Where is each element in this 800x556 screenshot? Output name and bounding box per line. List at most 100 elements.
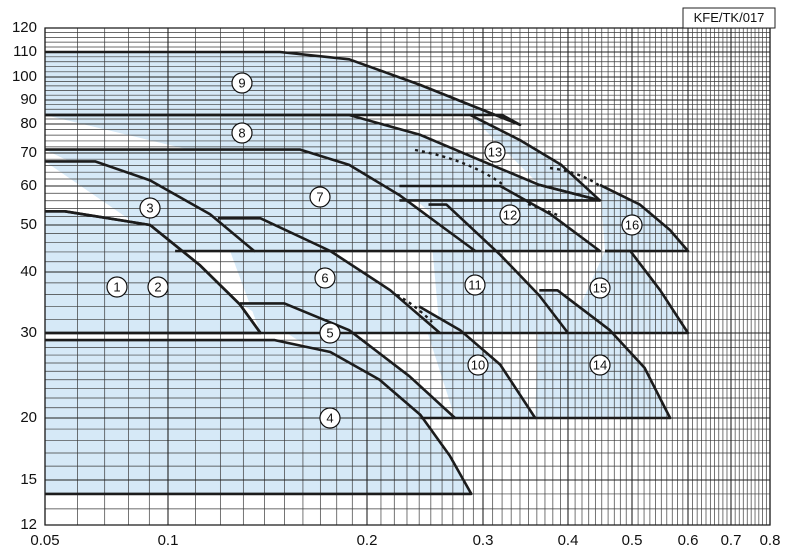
y-tick-label: 30 [20, 324, 37, 341]
y-tick-label: 50 [20, 216, 37, 233]
region-outline [469, 113, 602, 202]
x-tick-label: 0.2 [357, 532, 378, 549]
region-badge: 9 [231, 72, 253, 94]
region-badge: 1 [106, 276, 128, 298]
x-tick-label: 0.7 [721, 532, 742, 549]
region-badge: 5 [319, 322, 341, 344]
plot-frame [44, 27, 771, 526]
region-badge: 3 [139, 197, 161, 219]
region-outline [217, 217, 442, 335]
x-tick-label: 0.1 [158, 532, 179, 549]
region-badge: 13 [484, 141, 506, 163]
region-outlines [45, 50, 690, 496]
region-badge: 14 [589, 354, 611, 376]
region-label: 2 [154, 279, 161, 294]
y-tick-label: 70 [20, 144, 37, 161]
region-label: 6 [321, 270, 328, 285]
badge-circle [319, 407, 341, 429]
region-label: 10 [471, 357, 485, 372]
tick-labels: 0.05 0.1 0.2 0.3 0.4 0.5 0.6 0.7 0.8121520304050… [12, 19, 780, 549]
x-tick-label: 0.5 [622, 532, 643, 549]
region-outline [428, 203, 570, 335]
region-label: 5 [326, 325, 333, 340]
region-label: 13 [488, 144, 502, 159]
badge-circle [589, 277, 611, 299]
region-badge: 8 [231, 122, 253, 144]
region-label: 8 [238, 125, 245, 140]
y-tick-label: 60 [20, 177, 37, 194]
badge-circle [319, 322, 341, 344]
y-tick-label: 40 [20, 263, 37, 280]
region-label: 4 [326, 410, 333, 425]
region-badge: 4 [319, 407, 341, 429]
region-outline [45, 50, 522, 127]
x-tick-label: 0.4 [558, 532, 579, 549]
region-outline [240, 302, 457, 420]
region-outline [45, 210, 262, 335]
x-tick-label: 0.8 [760, 532, 781, 549]
badge-circle [106, 276, 128, 298]
x-tick-label: 0.05 [30, 532, 59, 549]
badge-circle [314, 267, 336, 289]
region-label: 7 [316, 189, 323, 204]
region-outline [399, 184, 602, 253]
badge-circle [467, 354, 489, 376]
region-area [45, 52, 520, 125]
dashed-curve [414, 148, 506, 187]
region-label: 15 [593, 280, 607, 295]
badge-circle [621, 214, 643, 236]
y-tick-label: 110 [13, 43, 37, 60]
region-badge: 16 [621, 214, 643, 236]
dashed-curve [396, 293, 433, 323]
region-label: 14 [593, 357, 607, 372]
code-box [682, 7, 776, 29]
region-outline [599, 183, 690, 253]
region-label: 11 [468, 277, 482, 292]
region-area [45, 340, 472, 494]
region-outline [45, 338, 473, 496]
region-outline [45, 160, 256, 253]
region-area [535, 290, 671, 418]
region-badge: 2 [147, 276, 169, 298]
region-badge: 15 [589, 277, 611, 299]
badge-circle [231, 72, 253, 94]
region-badge: 10 [467, 354, 489, 376]
region-badge: 7 [309, 186, 331, 208]
y-tick-label: 100 [12, 68, 37, 85]
y-tick-label: 120 [12, 19, 37, 36]
region-fills [45, 52, 688, 494]
region-area [399, 186, 600, 251]
y-tick-label: 20 [20, 409, 37, 426]
dashed-curves [396, 148, 601, 323]
x-tick-label: 0.6 [678, 532, 699, 549]
region-label: 3 [146, 200, 153, 215]
badge-circle [231, 122, 253, 144]
y-tick-label: 12 [20, 516, 37, 533]
chart-code: KFE/TK/017 [694, 10, 765, 25]
y-tick-label: 80 [20, 115, 37, 132]
region-outline [568, 249, 690, 335]
region-label: 1 [113, 279, 120, 294]
badge-circle [147, 276, 169, 298]
region-badge: 6 [314, 267, 336, 289]
badge-circle [464, 274, 486, 296]
region-label: 9 [238, 75, 245, 90]
region-label: 16 [625, 217, 639, 232]
region-label: 12 [503, 207, 517, 222]
region-outline [418, 305, 537, 420]
region-area [45, 149, 476, 251]
dashed-curve [549, 166, 601, 187]
y-tick-label: 15 [20, 471, 37, 488]
badge-circle [309, 186, 331, 208]
badge-circle [589, 354, 611, 376]
region-badge: 12 [499, 204, 521, 226]
dashed-curve [527, 202, 561, 218]
badge-circle [484, 141, 506, 163]
badge-circle [139, 197, 161, 219]
y-tick-label: 90 [20, 91, 37, 108]
region-badge: 11 [464, 274, 486, 296]
x-tick-label: 0.3 [473, 532, 494, 549]
badge-circle [499, 204, 521, 226]
